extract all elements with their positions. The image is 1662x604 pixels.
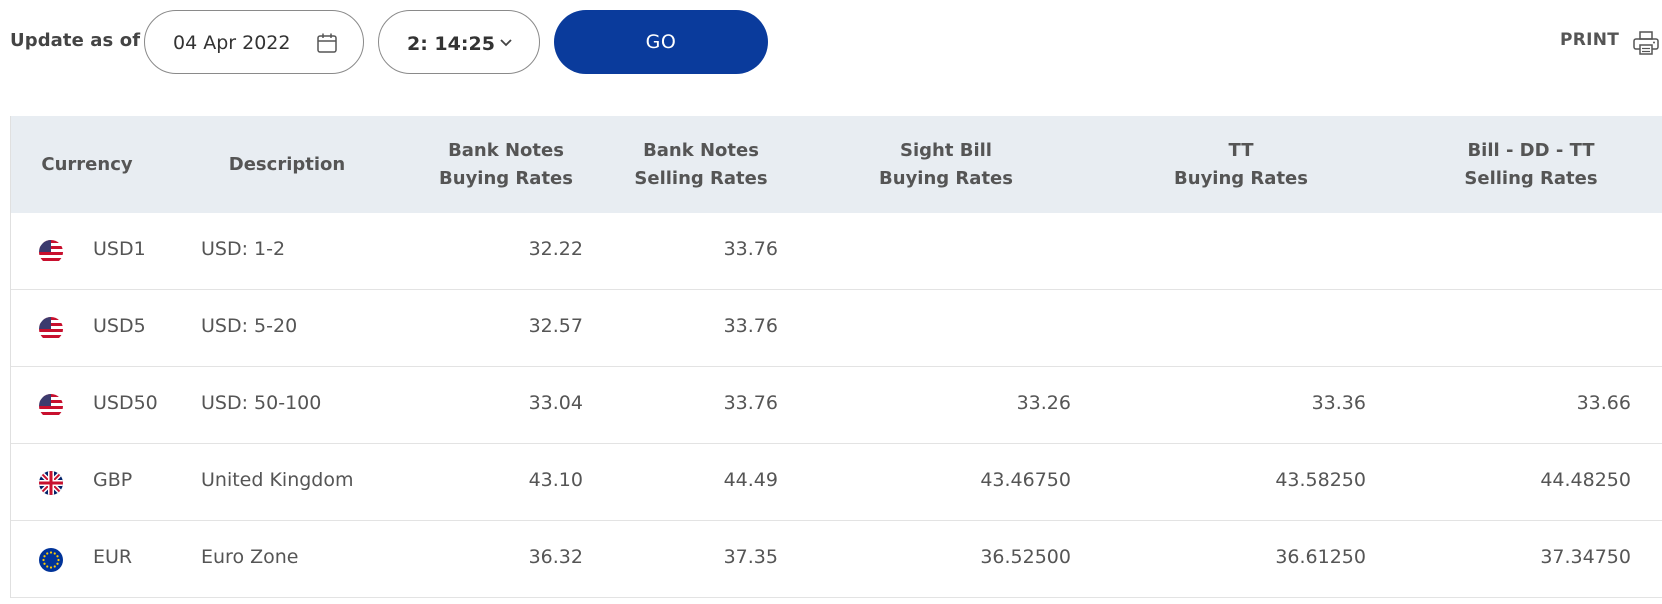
calendar-icon[interactable]: [316, 32, 338, 54]
tt-buying-rate: 36.61250: [1275, 546, 1366, 568]
table-row: USD50 USD: 50-100 33.04 33.76 33.26 33.3…: [11, 367, 1662, 444]
uk-flag-icon: [39, 471, 63, 495]
header-sight-bill-buying: Sight Bill Buying Rates: [879, 139, 1013, 189]
currency-code: USD50: [93, 392, 158, 414]
bill-dd-tt-selling-rate: 33.66: [1576, 392, 1631, 414]
header-bank-notes-buying: Bank Notes Buying Rates: [439, 139, 573, 189]
chevron-down-icon: [500, 39, 512, 47]
header-bank-notes-selling: Bank Notes Selling Rates: [634, 139, 768, 189]
go-button[interactable]: GO: [554, 10, 768, 74]
update-as-of-label: Update as of: [10, 30, 141, 51]
date-picker-field[interactable]: 04 Apr 2022: [144, 10, 364, 74]
currency-description: USD: 1-2: [201, 238, 286, 260]
bank-notes-buying-rate: 32.57: [528, 315, 583, 337]
header-tt-buying: TT Buying Rates: [1174, 139, 1308, 189]
printer-icon[interactable]: [1632, 30, 1660, 56]
table-row: USD1 USD: 1-2 32.22 33.76: [11, 213, 1662, 290]
sight-bill-buying-rate: 36.52500: [980, 546, 1071, 568]
currency-description: USD: 5-20: [201, 315, 298, 337]
bank-notes-selling-rate: 37.35: [723, 546, 778, 568]
currency-description: Euro Zone: [201, 546, 299, 568]
bank-notes-selling-rate: 44.49: [723, 469, 778, 491]
us-flag-icon: [39, 240, 63, 264]
header-currency: Currency: [41, 153, 133, 175]
currency-code: EUR: [93, 546, 133, 568]
rates-toolbar: Update as of 04 Apr 2022 2: 14:25 GO PRI…: [0, 0, 1662, 84]
tt-buying-rate: 43.58250: [1275, 469, 1366, 491]
eu-flag-icon: [39, 548, 63, 572]
print-label: PRINT: [1560, 30, 1620, 50]
currency-code: USD5: [93, 315, 146, 337]
bank-notes-selling-rate: 33.76: [723, 392, 778, 414]
currency-description: USD: 50-100: [201, 392, 322, 414]
table-header-row: Currency Description Bank Notes Buying R…: [11, 116, 1662, 213]
currency-code: GBP: [93, 469, 133, 491]
sight-bill-buying-rate: 43.46750: [980, 469, 1071, 491]
table-row: GBP United Kingdom 43.10 44.49 43.46750 …: [11, 444, 1662, 521]
bank-notes-buying-rate: 33.04: [528, 392, 583, 414]
header-bill-dd-tt-selling: Bill - DD - TT Selling Rates: [1464, 139, 1598, 189]
bill-dd-tt-selling-rate: 37.34750: [1540, 546, 1631, 568]
time-value: 2: 14:25: [407, 33, 495, 55]
date-value: 04 Apr 2022: [173, 32, 291, 54]
bill-dd-tt-selling-rate: 44.48250: [1540, 469, 1631, 491]
us-flag-icon: [39, 317, 63, 341]
header-description: Description: [228, 153, 346, 175]
time-select[interactable]: 2: 14:25: [378, 10, 540, 74]
currency-code: USD1: [93, 238, 146, 260]
tt-buying-rate: 33.36: [1311, 392, 1366, 414]
bank-notes-buying-rate: 32.22: [528, 238, 583, 260]
currency-description: United Kingdom: [201, 469, 354, 491]
table-row: EUR Euro Zone 36.32 37.35 36.52500 36.61…: [11, 521, 1662, 598]
exchange-rates-table: Currency Description Bank Notes Buying R…: [10, 116, 1662, 598]
bank-notes-selling-rate: 33.76: [723, 238, 778, 260]
us-flag-icon: [39, 394, 63, 418]
bank-notes-buying-rate: 43.10: [528, 469, 583, 491]
bank-notes-buying-rate: 36.32: [528, 546, 583, 568]
sight-bill-buying-rate: 33.26: [1016, 392, 1071, 414]
table-row: USD5 USD: 5-20 32.57 33.76: [11, 290, 1662, 367]
bank-notes-selling-rate: 33.76: [723, 315, 778, 337]
print-button[interactable]: PRINT: [1560, 28, 1662, 58]
